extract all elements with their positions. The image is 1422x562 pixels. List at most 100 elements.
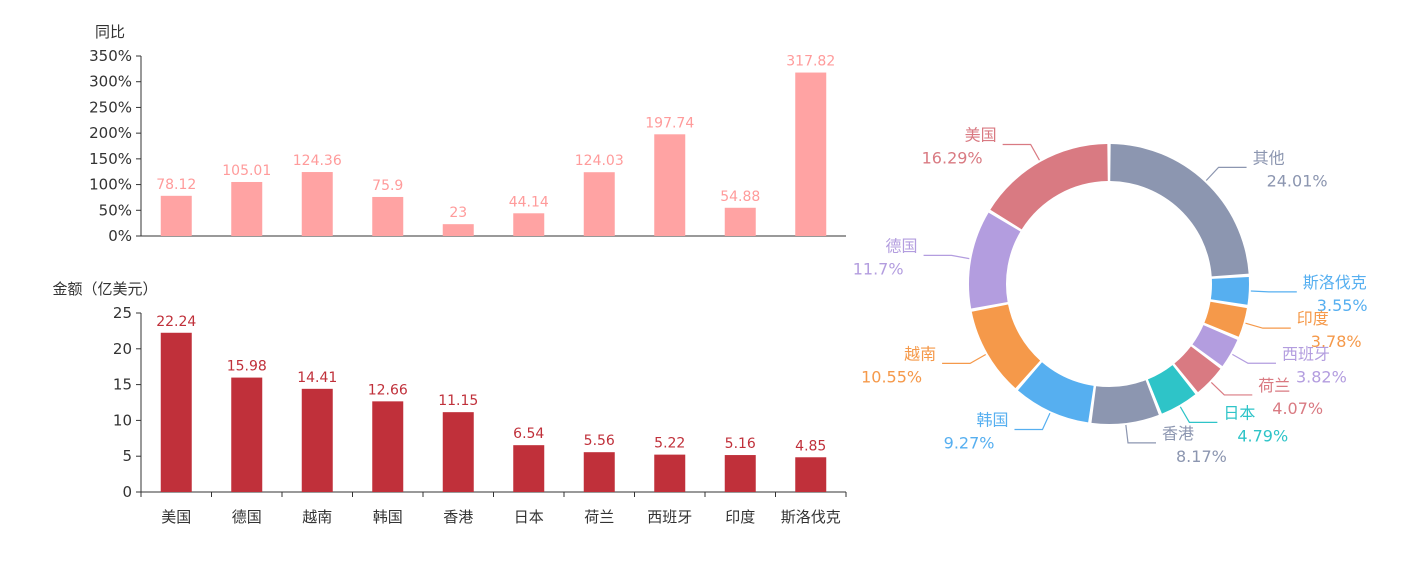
bar [372, 401, 404, 492]
leader-line [1205, 166, 1247, 181]
slice-percent-label: 10.55% [861, 367, 922, 386]
y-tick-label: 0% [108, 227, 132, 245]
bar-value-label: 78.12 [156, 177, 196, 193]
bar-value-label: 5.16 [725, 436, 756, 452]
bar [583, 172, 615, 236]
y-tick-label: 15 [113, 376, 132, 394]
y-tick-label: 25 [113, 304, 132, 322]
bar-value-label: 317.82 [786, 54, 835, 70]
slice-name-label: 印度 [1297, 309, 1329, 328]
donut-slice [1192, 325, 1238, 367]
bar [724, 207, 756, 236]
x-tick-label: 香港 [443, 508, 473, 526]
slice-percent-label: 8.17% [1176, 447, 1227, 466]
bar-value-label: 75.9 [372, 178, 403, 194]
donut-slice [1204, 301, 1247, 337]
bar [513, 213, 545, 236]
donut-slice [990, 144, 1108, 230]
leader-line [1245, 322, 1291, 329]
slice-percent-label: 9.27% [944, 434, 995, 453]
slice-percent-label: 3.55% [1317, 296, 1368, 315]
bar [795, 457, 827, 492]
slice-percent-label: 4.79% [1237, 426, 1288, 445]
y-tick-label: 100% [89, 176, 132, 194]
donut-slice [1174, 346, 1221, 393]
slice-percent-label: 3.82% [1296, 367, 1347, 386]
slice-name-label: 日本 [1223, 403, 1255, 422]
y-tick-label: 300% [89, 73, 132, 91]
bar-value-label: 15.98 [227, 359, 267, 375]
bar-value-label: 124.03 [575, 153, 624, 169]
x-tick-label: 荷兰 [584, 508, 614, 526]
bar [372, 196, 404, 236]
slice-percent-label: 3.78% [1311, 332, 1362, 351]
slice-name-label: 其他 [1253, 148, 1285, 167]
bar [301, 172, 333, 236]
x-tick-label: 印度 [725, 508, 755, 526]
leader-line [942, 353, 987, 365]
slice-name-label: 德国 [886, 236, 918, 255]
bar [231, 181, 263, 236]
bar-value-label: 197.74 [645, 115, 694, 131]
bar [654, 134, 686, 236]
bar [795, 72, 827, 236]
bar-value-label: 124.36 [293, 153, 342, 169]
bar [442, 224, 474, 236]
slice-name-label: 荷兰 [1258, 376, 1290, 395]
leader-line [1250, 290, 1297, 293]
slice-percent-label: 16.29% [922, 148, 983, 167]
y-tick-label: 20 [113, 340, 132, 358]
bar-value-label: 44.14 [509, 194, 549, 210]
amount-axis-title: 金额（亿美元） [52, 280, 157, 298]
y-tick-label: 150% [89, 150, 132, 168]
leader-line [1014, 412, 1051, 431]
leader-line [1210, 382, 1253, 396]
bar [160, 195, 192, 236]
bar [583, 452, 615, 492]
bar-value-label: 22.24 [156, 314, 196, 330]
slice-name-label: 西班牙 [1282, 344, 1330, 363]
bar-value-label: 6.54 [513, 426, 544, 442]
bar-value-label: 54.88 [720, 189, 760, 205]
x-tick-label: 西班牙 [647, 508, 692, 526]
y-tick-label: 350% [89, 47, 132, 65]
bar [301, 388, 333, 492]
bar [442, 412, 474, 492]
donut-slice [1110, 144, 1249, 277]
bar-value-label: 14.41 [297, 370, 337, 386]
leader-line [1002, 143, 1040, 161]
x-tick-label: 美国 [161, 508, 191, 526]
bar-value-label: 5.56 [584, 433, 615, 449]
amount-bar-chart: 金额（亿美元） 0 5 10 15 20 25 22.24 美国 15.98 德国 14.41 越南 1… [52, 280, 847, 526]
slice-percent-label: 24.01% [1267, 171, 1328, 190]
y-tick-label: 50% [99, 201, 132, 219]
donut-slice [969, 212, 1021, 309]
x-tick-label: 日本 [514, 508, 544, 526]
bar [654, 454, 686, 492]
leader-line [1125, 424, 1157, 444]
slice-name-label: 韩国 [976, 411, 1008, 430]
bar [160, 332, 192, 492]
x-tick-label: 斯洛伐克 [781, 508, 841, 526]
bar-value-label: 5.22 [654, 436, 685, 452]
bar-value-label: 11.15 [438, 393, 478, 409]
leader-line [923, 254, 970, 260]
yoy-bar-chart: 同比 0% 50% 100% 150% 200% 250% 300% 350% 78.12 105… [89, 23, 846, 245]
y-tick-label: 0 [122, 483, 132, 501]
leader-line [1179, 406, 1218, 423]
donut-slice [971, 304, 1041, 389]
slice-name-label: 越南 [904, 344, 936, 363]
slice-name-label: 香港 [1162, 424, 1194, 443]
x-tick-label: 韩国 [373, 508, 403, 526]
leader-line [1232, 353, 1276, 364]
yoy-axis-title: 同比 [95, 23, 125, 41]
bar-value-label: 12.66 [368, 382, 408, 398]
x-tick-label: 德国 [232, 508, 262, 526]
y-tick-label: 250% [89, 98, 132, 116]
x-tick-label: 越南 [302, 508, 332, 526]
donut-slice [1210, 276, 1249, 305]
slice-name-label: 斯洛伐克 [1303, 273, 1367, 292]
bar-value-label: 23 [449, 205, 467, 221]
